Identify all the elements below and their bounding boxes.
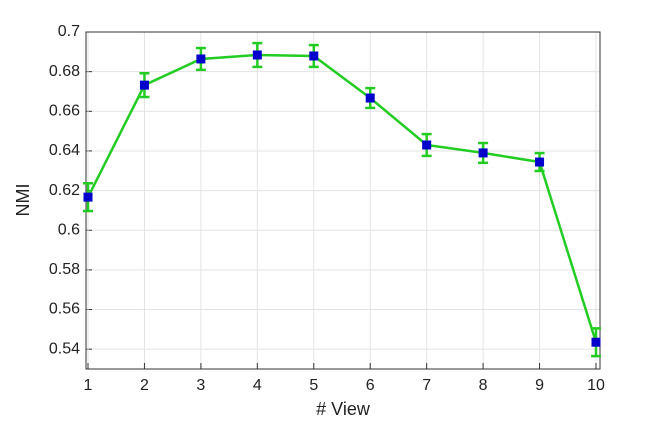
y-tick-label: 0.54 <box>49 340 80 357</box>
marker <box>365 93 375 103</box>
data-line <box>86 53 598 343</box>
x-axis-label: # View <box>316 399 371 419</box>
x-tick-label: 10 <box>587 377 605 394</box>
x-tick-label: 8 <box>479 377 488 394</box>
marker <box>196 54 206 64</box>
x-tick-label: 6 <box>366 377 375 394</box>
marker <box>422 140 432 150</box>
x-tick-label: 1 <box>84 377 93 394</box>
x-tick-label: 3 <box>196 377 205 394</box>
x-tick-label: 7 <box>422 377 431 394</box>
marker <box>591 337 601 347</box>
y-tick-label: 0.7 <box>58 23 80 40</box>
y-tick-label: 0.6 <box>58 221 80 238</box>
x-tick-label: 5 <box>309 377 318 394</box>
plot-area <box>86 32 600 369</box>
marker <box>535 157 545 167</box>
x-tick-label: 9 <box>535 377 544 394</box>
marker <box>83 192 93 202</box>
y-tick-label: 0.66 <box>49 103 80 120</box>
y-tick-label: 0.64 <box>49 142 80 159</box>
y-tick-label: 0.68 <box>49 63 80 80</box>
marker <box>139 80 149 90</box>
y-tick-label: 0.58 <box>49 261 80 278</box>
marker <box>252 50 262 60</box>
marker <box>309 51 319 61</box>
marker <box>478 148 488 158</box>
x-tick-label: 4 <box>253 377 262 394</box>
y-tick-label: 0.62 <box>49 182 80 199</box>
x-tick-label: 2 <box>140 377 149 394</box>
y-tick-label: 0.56 <box>49 301 80 318</box>
y-axis-label: NMI <box>13 184 33 217</box>
